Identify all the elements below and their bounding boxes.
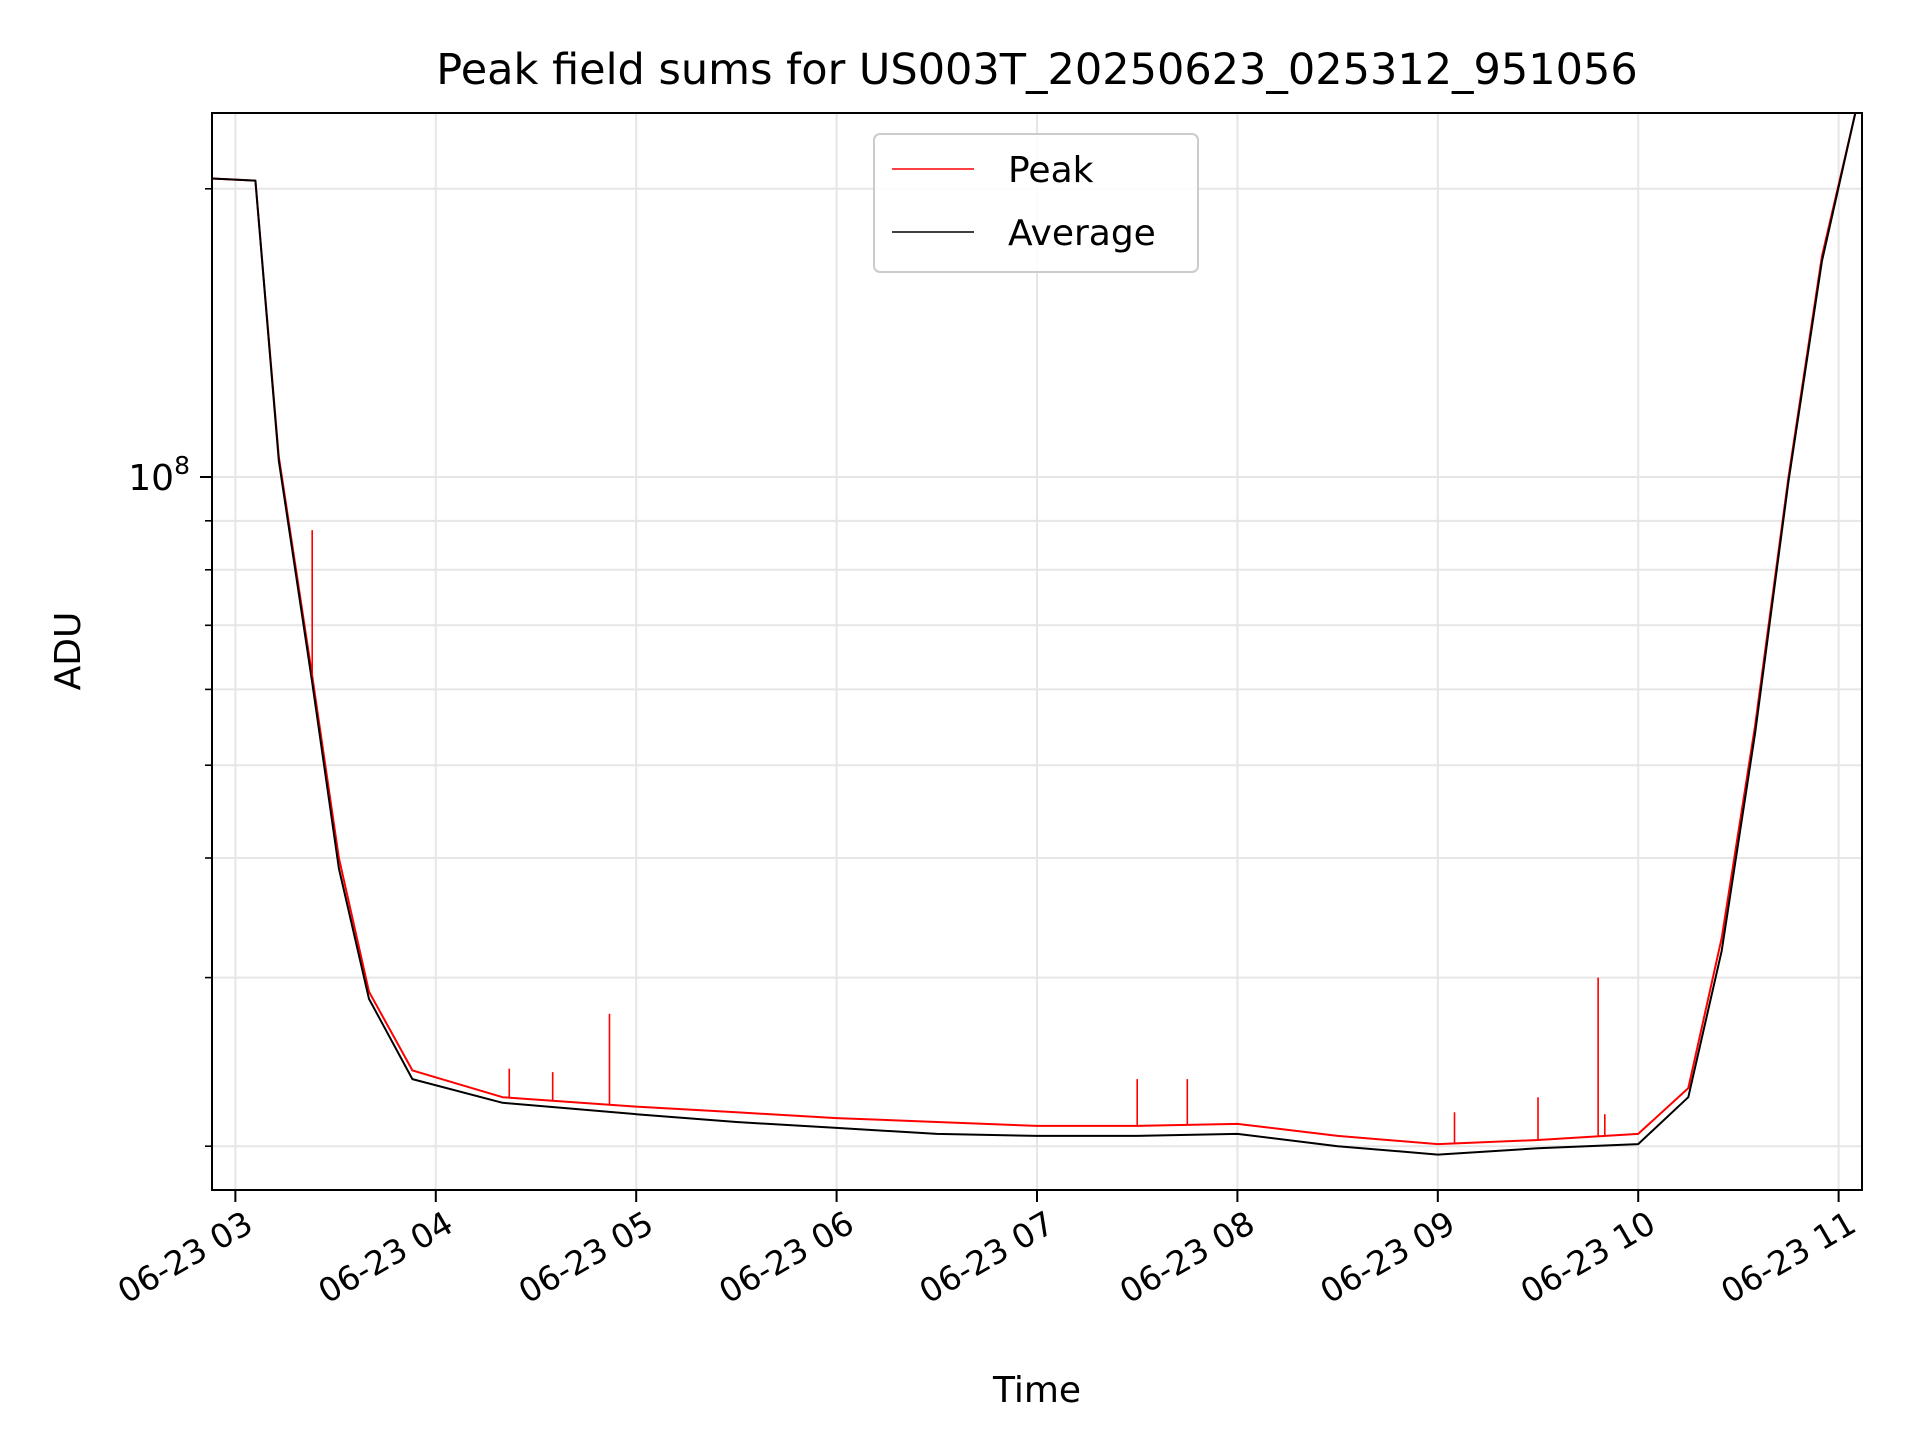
legend-average-label: Average — [1008, 213, 1156, 254]
peak-series-line — [212, 113, 1857, 1146]
average-series-line — [212, 113, 1857, 1156]
legend-peak-label: Peak — [1008, 150, 1094, 191]
x-axis-label: Time — [992, 1370, 1081, 1411]
legend: Peak Average — [873, 133, 1199, 273]
y-axis-label: ADU — [48, 612, 89, 691]
chart-title: Peak field sums for US003T_20250623_0253… — [436, 45, 1637, 95]
series-layer — [212, 113, 1857, 1156]
